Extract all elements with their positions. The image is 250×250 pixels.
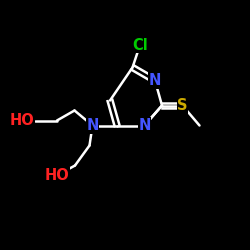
Text: HO: HO	[10, 113, 34, 128]
Text: N: N	[149, 73, 161, 88]
Text: S: S	[177, 98, 188, 113]
Text: Cl: Cl	[132, 38, 148, 52]
Text: N: N	[138, 118, 151, 133]
Text: N: N	[86, 118, 99, 133]
Text: HO: HO	[44, 168, 70, 183]
